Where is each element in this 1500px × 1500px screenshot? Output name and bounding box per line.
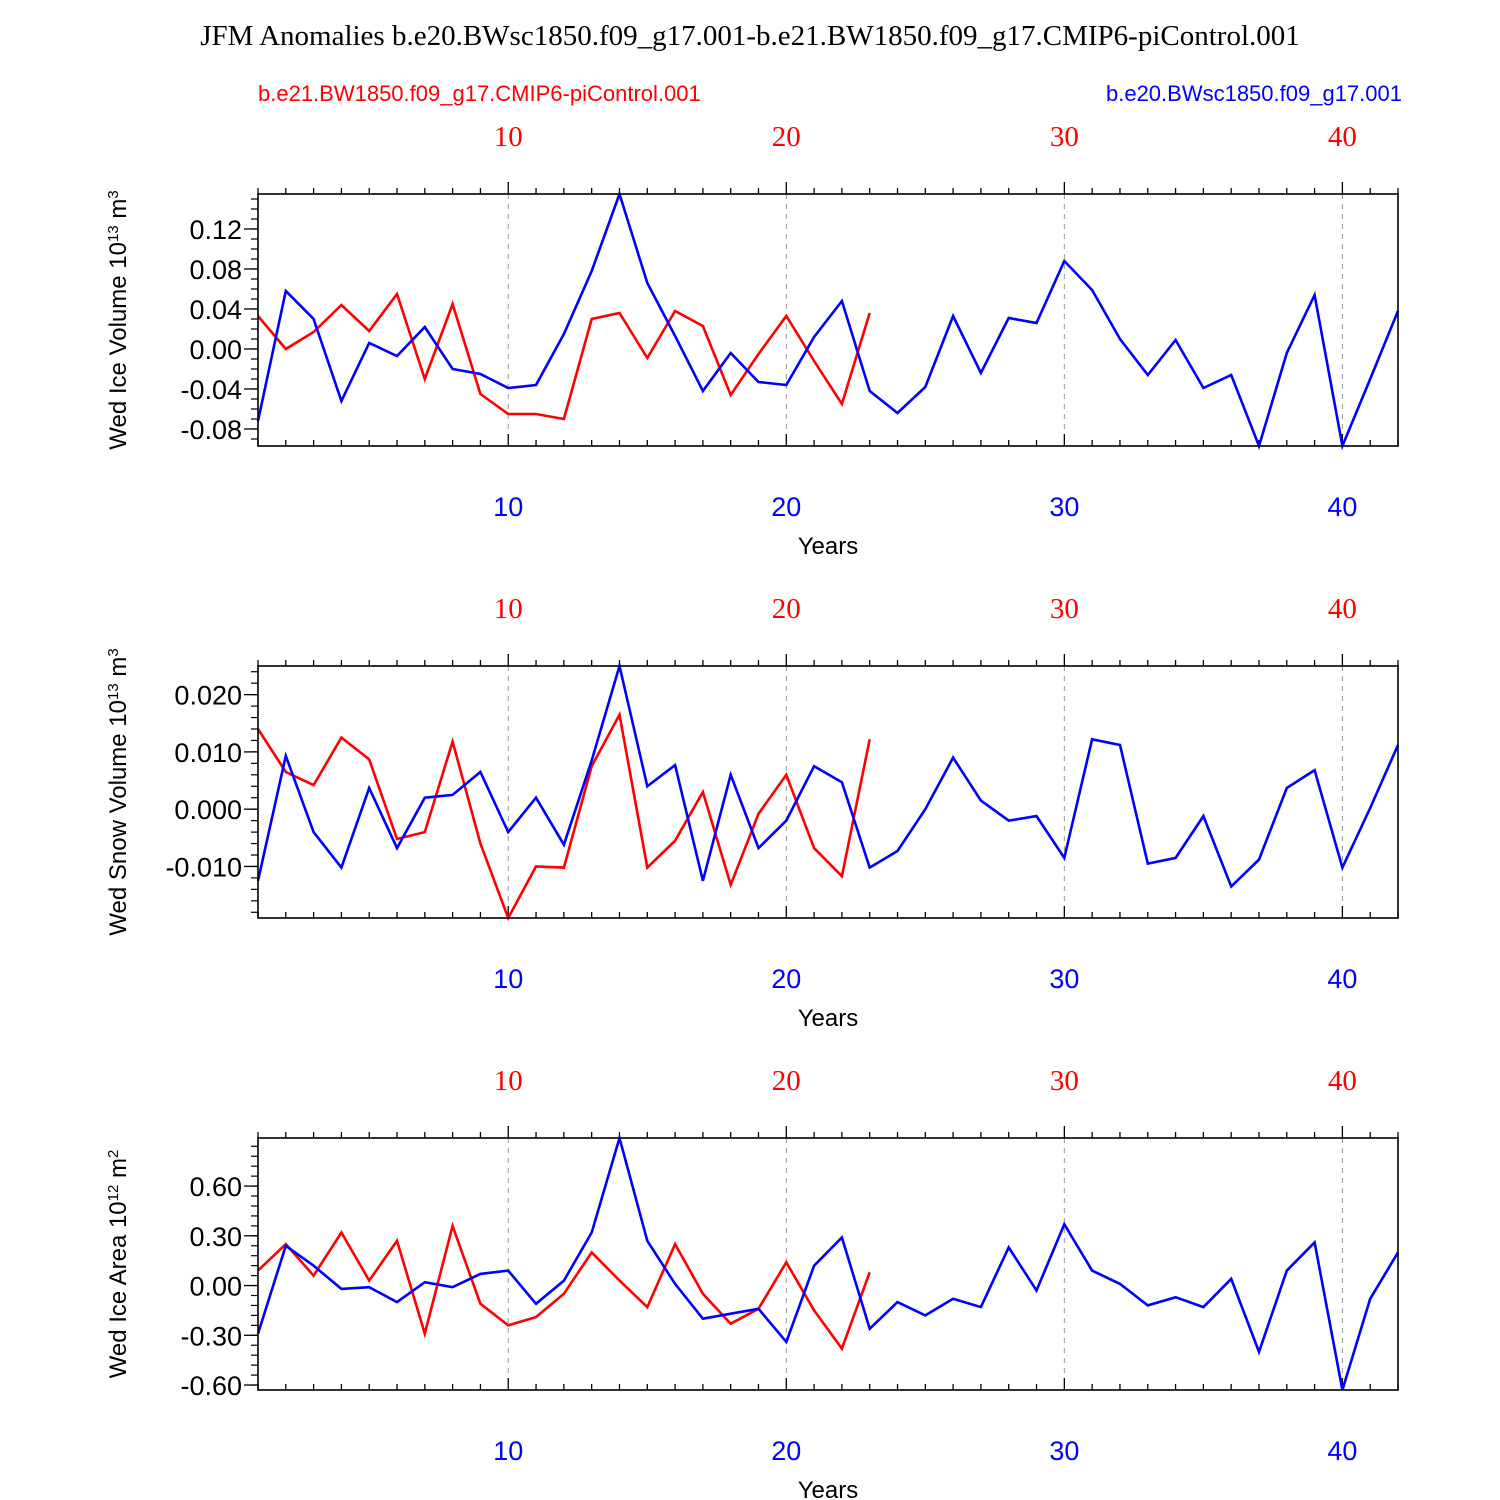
x-tick-label-bottom: 40 <box>1327 492 1357 522</box>
plot-frame <box>257 1137 1399 1391</box>
series-line-red <box>256 710 871 922</box>
y-axis-label: Wed Snow Volume 1013 m3 <box>105 648 133 935</box>
y-tick-label: -0.010 <box>165 852 242 882</box>
series-line-blue <box>256 189 1400 451</box>
y-tick-label: 0.00 <box>189 335 242 365</box>
x-tick-label-bottom: 30 <box>1049 492 1079 522</box>
x-tick-label-top: 20 <box>772 121 801 153</box>
y-tick-label: 0.30 <box>189 1222 242 1252</box>
y-tick-label: 0.60 <box>189 1172 242 1202</box>
chart-panel-3: -0.60 -0.30 0.00 0.30 0.60 10 10 20 20 30 30 40 40 Ye… <box>105 1065 1400 1500</box>
x-tick-label-top: 40 <box>1328 593 1357 625</box>
y-axis-label-unit: m <box>105 1158 132 1185</box>
y-axis-label-unit: m <box>105 199 132 226</box>
y-tick-label: 0.00 <box>189 1272 242 1302</box>
y-axis-label-main: Wed Snow Volume 10 <box>105 700 132 936</box>
y-tick-label: 0.04 <box>189 295 242 325</box>
plot-frame <box>257 665 1399 919</box>
y-tick-label: -0.08 <box>180 415 242 445</box>
x-axis-label: Years <box>798 533 859 560</box>
x-tick-label-top: 40 <box>1328 121 1357 153</box>
x-tick-label-bottom: 20 <box>771 1436 801 1466</box>
x-tick-label-top: 40 <box>1328 1065 1357 1097</box>
x-tick-label-top: 30 <box>1050 1065 1079 1097</box>
series-line-red <box>257 1221 871 1352</box>
y-axis-label-unit-exponent: 3 <box>105 648 122 656</box>
x-tick-label-top: 20 <box>772 1065 801 1097</box>
y-tick-label: 0.020 <box>174 681 242 711</box>
y-axis-label: Wed Ice Area 1012 m2 <box>105 1150 133 1379</box>
x-axis-label: Years <box>798 1005 859 1032</box>
y-tick-label: 0.12 <box>189 215 242 245</box>
y-axis-label-exponent: 13 <box>105 683 122 700</box>
y-tick-label: -0.04 <box>180 375 242 405</box>
plot-frame <box>257 193 1399 447</box>
figure-title: JFM Anomalies b.e20.BWsc1850.f09_g17.001… <box>200 20 1300 52</box>
x-tick-label-bottom: 40 <box>1327 964 1357 994</box>
y-axis-label-exponent: 13 <box>105 225 122 242</box>
x-tick-label-bottom: 20 <box>771 492 801 522</box>
chart-panel-2: -0.010 0.000 0.010 0.020 10 10 20 20 30 30 40 40 Yea… <box>105 593 1400 1032</box>
y-tick-label: 0.08 <box>189 255 242 285</box>
y-tick-label: -0.30 <box>180 1321 242 1351</box>
series-line-blue <box>256 1133 1400 1391</box>
y-tick-label: 0.000 <box>174 795 242 825</box>
x-tick-label-bottom: 20 <box>771 964 801 994</box>
x-tick-label-bottom: 30 <box>1049 1436 1079 1466</box>
x-tick-label-top: 30 <box>1050 593 1079 625</box>
x-tick-label-top: 10 <box>494 121 523 153</box>
y-tick-label: -0.60 <box>180 1371 242 1401</box>
y-axis-label-main: Wed Ice Volume 10 <box>105 242 132 450</box>
x-tick-label-top: 10 <box>494 1065 523 1097</box>
x-tick-label-bottom: 10 <box>493 1436 523 1466</box>
x-tick-label-bottom: 10 <box>493 964 523 994</box>
legend-red-label: b.e21.BW1850.f09_g17.CMIP6-piControl.001 <box>258 81 701 106</box>
x-tick-label-bottom: 10 <box>493 492 523 522</box>
y-axis-label-unit-exponent: 2 <box>105 1150 122 1158</box>
x-axis-label: Years <box>798 1477 859 1500</box>
x-tick-label-top: 30 <box>1050 121 1079 153</box>
y-axis-label-main: Wed Ice Area 10 <box>105 1201 132 1378</box>
chart-panel-1: -0.08 -0.04 0.00 0.04 0.08 0.12 10 10 20 20 30 30 40… <box>105 121 1400 560</box>
y-axis-label-unit: m <box>105 657 132 684</box>
x-tick-label-bottom: 40 <box>1327 1436 1357 1466</box>
y-tick-label: 0.010 <box>174 738 242 768</box>
y-axis-label-exponent: 12 <box>105 1185 122 1202</box>
x-tick-label-top: 20 <box>772 593 801 625</box>
panels: -0.08 -0.04 0.00 0.04 0.08 0.12 10 10 20 20 30 30 40… <box>105 121 1400 1500</box>
series-line-red <box>257 291 871 421</box>
x-tick-label-top: 10 <box>494 593 523 625</box>
x-tick-label-bottom: 30 <box>1049 964 1079 994</box>
series-line-blue <box>256 660 1400 889</box>
legend-blue-label: b.e20.BWsc1850.f09_g17.001 <box>1106 81 1402 106</box>
y-axis-label: Wed Ice Volume 1013 m3 <box>105 190 133 449</box>
y-axis-label-unit-exponent: 3 <box>105 190 122 198</box>
